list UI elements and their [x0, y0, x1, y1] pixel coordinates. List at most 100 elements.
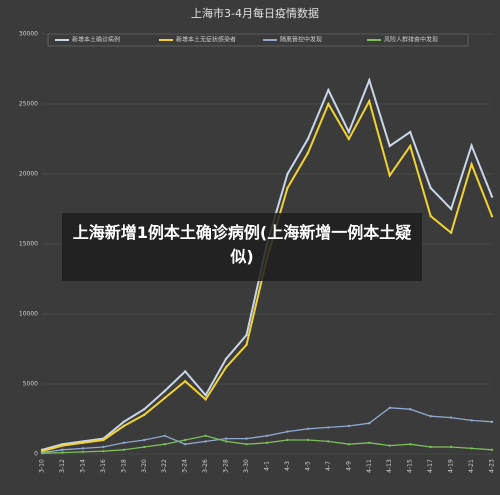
x-tick-label: 4-17: [427, 459, 434, 473]
point: [286, 430, 289, 433]
point: [122, 448, 126, 451]
point: [286, 186, 289, 190]
point: [183, 438, 187, 442]
x-tick-label: 4-19: [448, 459, 455, 473]
point: [327, 426, 330, 429]
point: [102, 438, 105, 442]
point: [408, 130, 412, 134]
point: [429, 214, 432, 218]
point: [449, 416, 453, 419]
point: [163, 443, 166, 446]
point: [81, 441, 85, 444]
point: [470, 447, 473, 450]
x-tick-label: 4-23: [489, 459, 496, 473]
point: [245, 443, 248, 446]
x-tick-label: 3-10: [39, 459, 46, 473]
point: [470, 163, 473, 166]
y-tick-label: 30000: [19, 31, 38, 38]
point: [102, 445, 105, 449]
point: [183, 370, 187, 373]
point: [347, 443, 351, 446]
point: [368, 79, 371, 82]
x-tick-label: 3-28: [223, 459, 230, 473]
point: [368, 100, 371, 103]
point: [429, 186, 432, 190]
point: [306, 438, 310, 442]
point: [122, 420, 126, 423]
point: [327, 440, 330, 443]
point: [204, 394, 207, 397]
point: [306, 427, 310, 430]
point: [40, 452, 44, 455]
x-tick-label: 4-13: [386, 459, 393, 473]
point: [368, 441, 371, 444]
x-tick-label: 3-30: [243, 459, 250, 473]
point: [368, 422, 371, 425]
point: [122, 424, 126, 428]
point: [449, 231, 453, 234]
caption: 上海新增1例本土确诊病例(上海新增一例本土疑似): [72, 223, 412, 266]
x-tick-label: 4-1: [264, 461, 271, 471]
y-tick-label: 25000: [19, 101, 38, 108]
point: [388, 444, 391, 447]
point: [327, 102, 330, 106]
x-tick-label: 4-15: [407, 459, 414, 473]
point: [388, 406, 391, 409]
point: [61, 444, 64, 447]
point: [306, 137, 310, 141]
x-tick-label: 3-18: [120, 459, 127, 473]
y-tick-label: 15000: [19, 241, 38, 248]
y-tick-label: 20000: [19, 171, 38, 178]
point: [204, 398, 207, 401]
point: [61, 448, 64, 451]
point: [306, 151, 310, 155]
legend-label: 新增本土确诊病例: [72, 36, 120, 44]
point: [143, 413, 146, 416]
point: [81, 447, 85, 450]
x-tick-label: 4-9: [345, 461, 352, 471]
point: [224, 366, 228, 369]
point: [163, 434, 166, 437]
x-tick-label: 3-14: [79, 459, 86, 473]
caption-box: [62, 213, 422, 281]
point: [470, 419, 473, 422]
x-tick-label: 3-26: [202, 459, 209, 473]
point: [347, 130, 351, 134]
point: [224, 437, 228, 440]
point: [183, 380, 187, 383]
legend-label: 隔离管控中发现: [280, 36, 322, 44]
x-tick-label: 3-24: [182, 459, 189, 473]
x-tick-label: 4-5: [304, 461, 311, 471]
legend-label: 新增本土无症状感染者: [176, 36, 236, 44]
point: [122, 441, 126, 444]
point: [81, 450, 85, 454]
point: [143, 445, 146, 449]
point: [224, 440, 228, 443]
point: [449, 445, 453, 449]
x-tick-label: 3-12: [59, 459, 66, 473]
point: [143, 408, 146, 411]
point: [449, 207, 453, 211]
chart-title: 上海市3-4月每日疫情数据: [191, 6, 319, 20]
point: [327, 88, 330, 92]
point: [490, 420, 494, 423]
point: [61, 451, 64, 454]
y-tick-label: 5000: [23, 381, 38, 388]
point: [347, 424, 351, 428]
y-tick-label: 10000: [19, 311, 38, 318]
point: [204, 434, 207, 437]
point: [490, 215, 494, 218]
point: [245, 343, 248, 346]
point: [245, 437, 248, 440]
x-tick-label: 3-20: [141, 459, 148, 473]
point: [286, 438, 289, 442]
point: [102, 450, 105, 453]
x-tick-label: 4-3: [284, 461, 291, 471]
point: [408, 443, 412, 446]
x-tick-label: 4-11: [366, 459, 373, 473]
point: [286, 172, 289, 176]
point: [245, 333, 248, 337]
point: [490, 448, 494, 451]
caption-holder: 上海新增1例本土确诊病例(上海新增一例本土疑似): [72, 223, 412, 266]
